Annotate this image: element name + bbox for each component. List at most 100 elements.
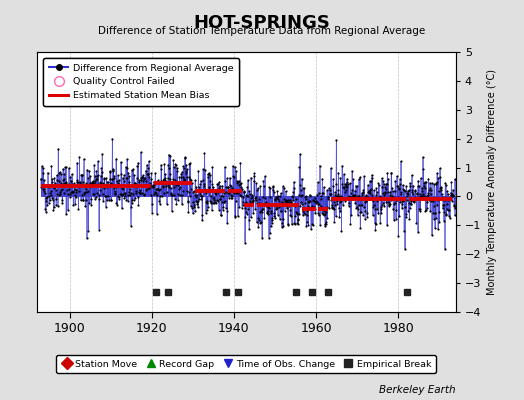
Point bbox=[346, 221, 355, 227]
Point bbox=[249, 197, 258, 204]
Point bbox=[141, 182, 149, 188]
Point bbox=[95, 196, 104, 202]
Point bbox=[364, 182, 372, 188]
Point bbox=[246, 214, 255, 220]
Point bbox=[374, 180, 383, 187]
Point bbox=[173, 196, 182, 203]
Point bbox=[409, 182, 417, 189]
Point bbox=[159, 190, 168, 196]
Point bbox=[427, 187, 435, 193]
Point bbox=[162, 180, 171, 186]
Point bbox=[348, 194, 357, 200]
Point bbox=[205, 184, 213, 190]
Point bbox=[126, 222, 135, 229]
Point bbox=[134, 202, 143, 208]
Point bbox=[445, 207, 453, 213]
Point bbox=[282, 199, 290, 205]
Point bbox=[334, 170, 343, 176]
Point bbox=[357, 190, 366, 196]
Point bbox=[51, 184, 59, 190]
Point bbox=[396, 199, 405, 206]
Point bbox=[106, 168, 115, 174]
Point bbox=[286, 207, 294, 213]
Point bbox=[333, 198, 341, 204]
Point bbox=[337, 227, 346, 234]
Point bbox=[365, 188, 374, 195]
Point bbox=[239, 189, 248, 195]
Point bbox=[400, 228, 408, 234]
Point bbox=[100, 175, 108, 181]
Point bbox=[448, 193, 456, 199]
Point bbox=[112, 200, 121, 206]
Point bbox=[380, 202, 388, 209]
Point bbox=[305, 192, 314, 198]
Point bbox=[222, 189, 231, 196]
Point bbox=[396, 176, 404, 182]
Point bbox=[401, 246, 409, 252]
Point bbox=[367, 172, 376, 178]
Point bbox=[282, 205, 291, 212]
Point bbox=[127, 190, 135, 197]
Point bbox=[316, 203, 325, 210]
Point bbox=[288, 193, 297, 199]
Point bbox=[341, 189, 349, 195]
Point bbox=[355, 192, 363, 199]
Point bbox=[381, 190, 389, 196]
Point bbox=[425, 180, 434, 186]
Point bbox=[127, 200, 136, 206]
Point bbox=[266, 185, 275, 191]
Point bbox=[380, 188, 389, 195]
Point bbox=[168, 192, 176, 198]
Point bbox=[183, 174, 191, 180]
Point bbox=[450, 212, 458, 218]
Point bbox=[343, 195, 352, 202]
Point bbox=[85, 184, 94, 190]
Point bbox=[430, 181, 438, 187]
Point bbox=[436, 187, 445, 193]
Point bbox=[352, 205, 361, 212]
Point bbox=[436, 185, 445, 191]
Point bbox=[85, 167, 93, 174]
Point bbox=[258, 206, 267, 212]
Point bbox=[162, 178, 170, 184]
Point bbox=[302, 196, 310, 202]
Point bbox=[191, 177, 200, 184]
Point bbox=[350, 193, 358, 199]
Point bbox=[280, 208, 289, 214]
Point bbox=[151, 190, 160, 196]
Point bbox=[335, 204, 343, 211]
Point bbox=[436, 173, 444, 180]
Point bbox=[154, 177, 162, 184]
Point bbox=[279, 185, 288, 192]
Point bbox=[315, 162, 324, 169]
Point bbox=[103, 197, 111, 204]
Point bbox=[296, 203, 304, 209]
Point bbox=[449, 191, 457, 198]
Point bbox=[260, 201, 268, 207]
Point bbox=[274, 193, 282, 200]
Point bbox=[46, 182, 54, 188]
Point bbox=[63, 181, 71, 188]
Point bbox=[272, 194, 281, 201]
Point bbox=[209, 195, 217, 201]
Point bbox=[250, 170, 259, 176]
Point bbox=[234, 179, 243, 186]
Point bbox=[268, 214, 276, 221]
Point bbox=[258, 209, 267, 215]
Point bbox=[115, 194, 123, 200]
Point bbox=[60, 176, 68, 183]
Point bbox=[193, 197, 202, 204]
Point bbox=[159, 183, 167, 189]
Point bbox=[174, 182, 183, 189]
Point bbox=[440, 209, 449, 216]
Point bbox=[323, 204, 331, 210]
Point bbox=[395, 212, 403, 219]
Point bbox=[173, 179, 181, 186]
Point bbox=[413, 191, 421, 197]
Point bbox=[168, 208, 176, 214]
Point bbox=[258, 235, 266, 241]
Point bbox=[328, 204, 336, 210]
Point bbox=[178, 174, 187, 180]
Point bbox=[309, 197, 317, 203]
Point bbox=[449, 186, 457, 193]
